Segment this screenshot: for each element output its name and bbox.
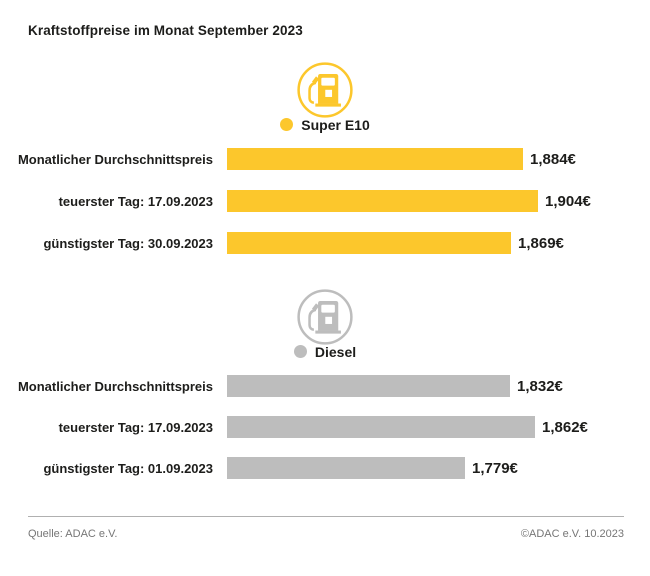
bar-value: 1,779€	[472, 459, 518, 477]
legend-dot	[293, 345, 307, 358]
footer: Quelle: ADAC e.V. ©ADAC e.V. 10.2023	[28, 528, 624, 540]
bar-label: Monatlicher Durchschnittspreis	[17, 378, 213, 394]
bar-label: teuerster Tag: 17.09.2023	[58, 193, 213, 209]
bar	[227, 232, 511, 254]
bar	[227, 375, 510, 397]
source-text: Quelle: ADAC e.V.	[28, 528, 118, 540]
bar-row: teuerster Tag: 17.09.2023 1,904€	[0, 190, 650, 212]
bar-value: 1,862€	[542, 418, 588, 436]
chart-title: Kraftstoffpreise im Monat September 2023	[28, 23, 303, 38]
bar-value: 1,869€	[518, 234, 564, 252]
bar-label: günstigster Tag: 01.09.2023	[43, 460, 213, 476]
footer-divider	[28, 516, 624, 517]
section-diesel: Diesel Monatlicher Durchschnittspreis 1,8…	[0, 288, 650, 498]
legend-diesel: Diesel	[0, 343, 650, 360]
bar	[227, 416, 535, 438]
fuel-pump-icon	[296, 288, 354, 346]
legend-label: Super E10	[301, 116, 370, 133]
bar-label: günstigster Tag: 30.09.2023	[43, 235, 213, 251]
bar-rows: Monatlicher Durchschnittspreis 1,884€ teue…	[0, 148, 650, 254]
bar-label: teuerster Tag: 17.09.2023	[58, 419, 213, 435]
copyright-text: ©ADAC e.V. 10.2023	[520, 528, 624, 540]
bar-label: Monatlicher Durchschnittspreis	[17, 151, 213, 167]
bar-row: günstigster Tag: 30.09.2023 1,869€	[0, 232, 650, 254]
bar-row: Monatlicher Durchschnittspreis 1,832€	[0, 375, 650, 397]
legend-label: Diesel	[314, 343, 357, 360]
bar-row: teuerster Tag: 17.09.2023 1,862€	[0, 416, 650, 438]
fuel-pump-icon	[296, 61, 354, 119]
bar	[227, 457, 465, 479]
bar-rows: Monatlicher Durchschnittspreis 1,832€ teue…	[0, 375, 650, 479]
section-super-e10: Super E10 Monatlicher Durchschnittspreis…	[0, 61, 650, 274]
legend-dot	[280, 118, 294, 131]
bar-value: 1,904€	[545, 192, 591, 210]
bar	[227, 148, 523, 170]
bar-row: günstigster Tag: 01.09.2023 1,779€	[0, 457, 650, 479]
bar	[227, 190, 538, 212]
legend-super-e10: Super E10	[0, 116, 650, 133]
bar-value: 1,832€	[517, 377, 563, 395]
bar-value: 1,884€	[530, 150, 576, 168]
bar-row: Monatlicher Durchschnittspreis 1,884€	[0, 148, 650, 170]
